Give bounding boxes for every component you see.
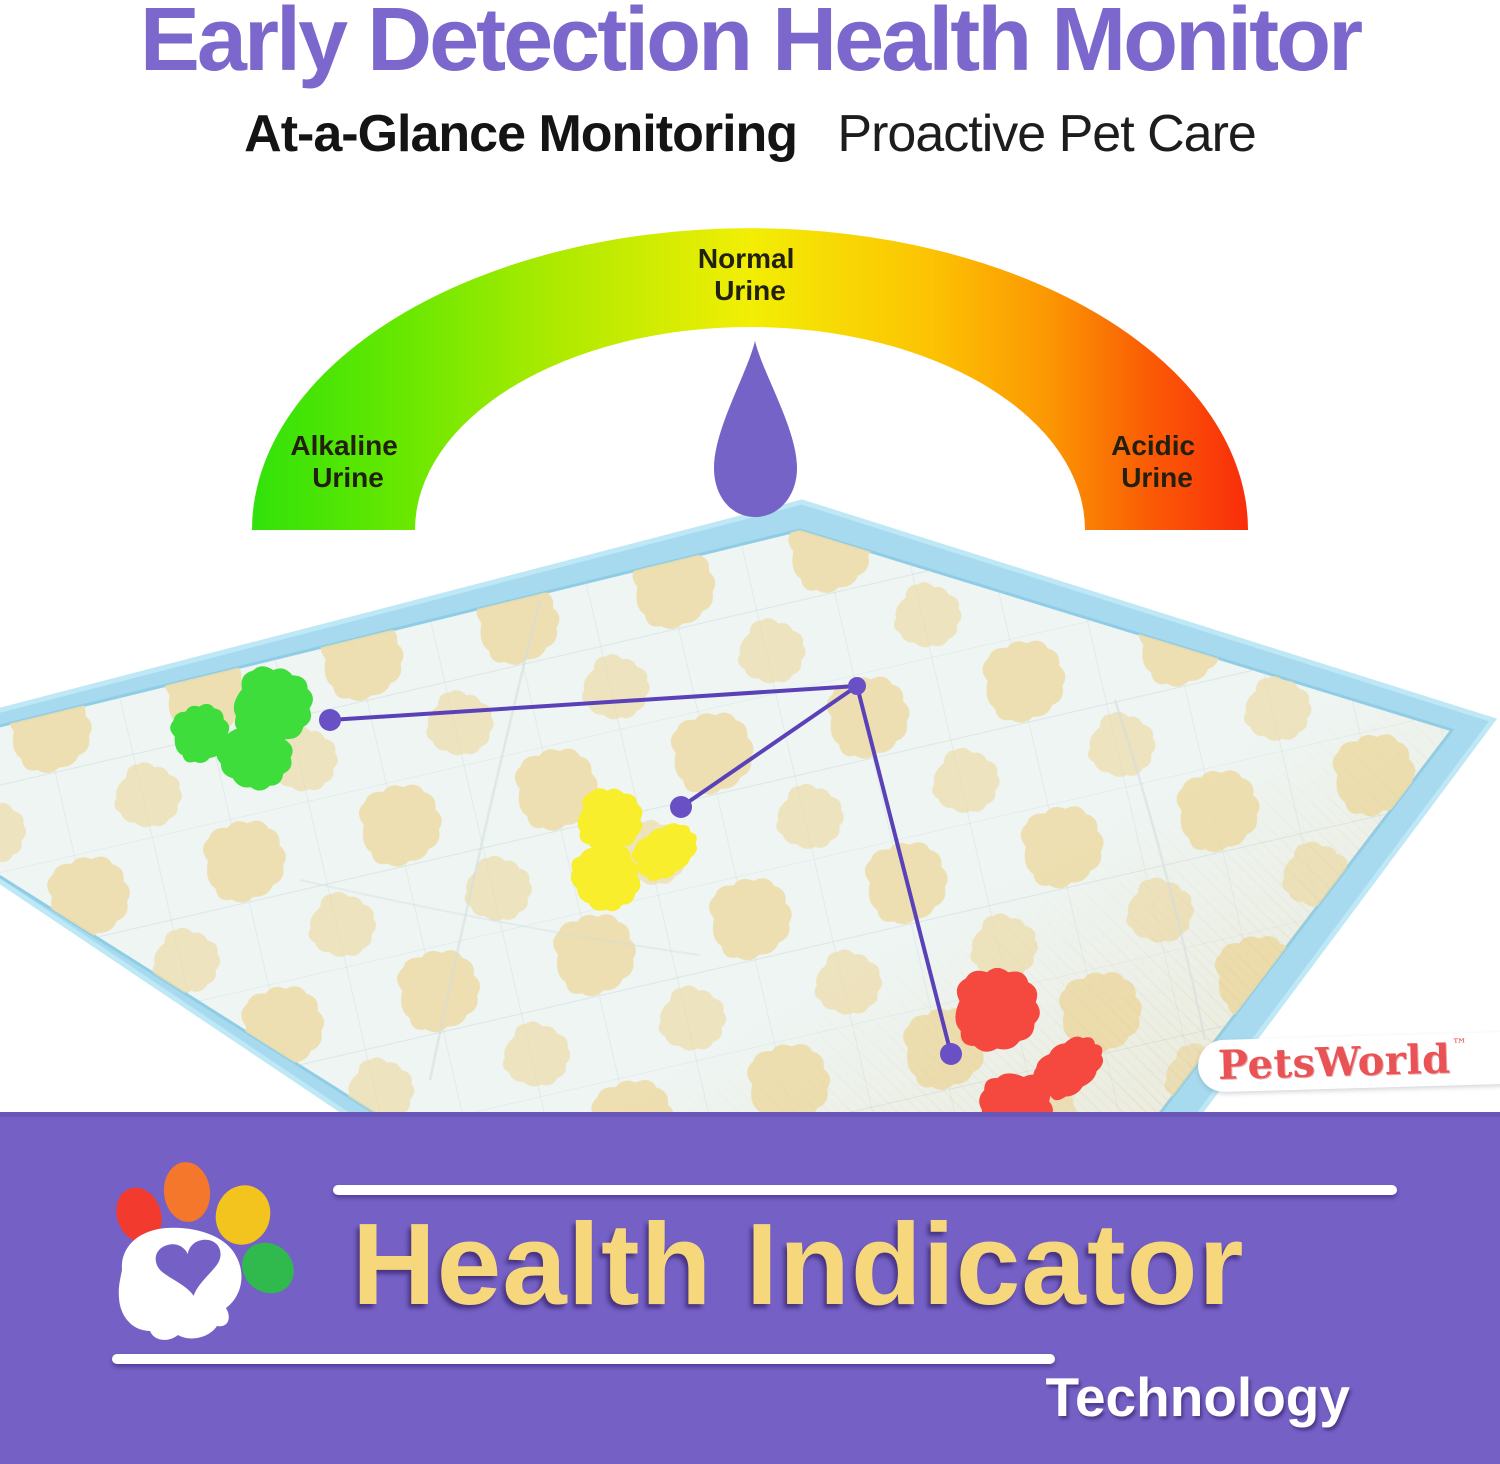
subtitle-bold: At-a-Glance Monitoring bbox=[244, 105, 798, 163]
paw-toe-red-icon bbox=[116, 1187, 162, 1243]
annotation-dots bbox=[319, 677, 962, 1065]
subtitle-regular: Proactive Pet Care bbox=[837, 105, 1256, 163]
pad-crease bbox=[1113, 699, 1207, 1041]
gauge-label-normal: Normal Urine bbox=[698, 243, 802, 306]
annotation-dot-green bbox=[319, 709, 341, 731]
banner-divider-top bbox=[333, 1185, 1397, 1195]
annotation-dot-red bbox=[940, 1043, 962, 1065]
urine-droplet-icon bbox=[714, 341, 797, 517]
gauge-label-acidic: Acidic Urine bbox=[1111, 430, 1203, 493]
paw-palm bbox=[118, 1227, 242, 1340]
annotation-line-green bbox=[329, 684, 858, 722]
paw-toe-yellow-icon bbox=[215, 1185, 271, 1245]
annotation-line-yellow bbox=[679, 684, 859, 809]
paw-toe-green-icon bbox=[242, 1242, 294, 1294]
gauge-label-alkaline: Alkaline Urine bbox=[290, 430, 405, 493]
pad-crease bbox=[299, 879, 701, 956]
annotation-dot-yellow bbox=[670, 796, 692, 818]
annotation-line-red bbox=[855, 685, 953, 1055]
pad-crease bbox=[428, 599, 542, 1081]
trademark-symbol: ™ bbox=[1451, 1035, 1468, 1054]
paw-logo-icon bbox=[116, 1162, 294, 1340]
banner bbox=[0, 1112, 1500, 1464]
page-subtitle: At-a-Glance Monitoring Proactive Pet Car… bbox=[0, 104, 1500, 164]
pee-pad bbox=[0, 499, 1498, 1464]
heart-icon bbox=[155, 1239, 221, 1296]
page-title: Early Detection Health Monitor bbox=[139, 0, 1363, 90]
banner-divider-bottom bbox=[112, 1354, 1055, 1364]
ph-gauge-arc bbox=[252, 228, 1248, 530]
brand-name: PetsWorld bbox=[1217, 1035, 1452, 1090]
annotation-lines bbox=[329, 684, 953, 1055]
paw-toe-orange-icon bbox=[163, 1162, 211, 1222]
brand-logo: PetsWorld ™ bbox=[1197, 1031, 1500, 1093]
banner-title: Health Indicator bbox=[352, 1199, 1245, 1329]
banner-subtitle: Technology bbox=[1045, 1366, 1350, 1428]
annotation-junction-dot bbox=[848, 677, 866, 695]
